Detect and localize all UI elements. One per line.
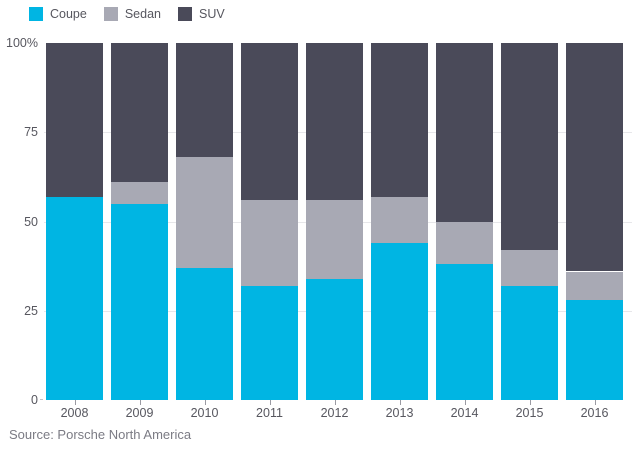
x-axis-tick <box>464 400 466 405</box>
x-axis-tick <box>594 400 596 405</box>
bar-column-2014: 2014 <box>436 43 493 420</box>
x-axis-label: 2009 <box>125 406 154 420</box>
segment-2008-suv <box>46 43 103 197</box>
x-axis-tick <box>74 400 76 405</box>
bar-column-2008: 2008 <box>46 43 103 420</box>
legend: Coupe Sedan SUV <box>29 7 225 21</box>
x-axis-label: 2014 <box>450 406 479 420</box>
x-axis-label: 2010 <box>190 406 219 420</box>
bar-column-2016: 2016 <box>566 43 623 420</box>
segment-2010-sedan <box>176 157 233 268</box>
segment-2013-coupe <box>371 242 428 400</box>
bar-column-2010: 2010 <box>176 43 233 420</box>
baseline-tick <box>40 399 43 400</box>
y-axis-label: 75 <box>24 125 38 140</box>
segment-2011-suv <box>241 43 298 201</box>
legend-swatch-suv <box>178 7 192 21</box>
segment-2014-coupe <box>436 264 493 400</box>
legend-item-coupe: Coupe <box>29 7 87 21</box>
segment-2009-coupe <box>111 203 168 400</box>
x-axis-label: 2008 <box>60 406 89 420</box>
segment-2012-suv <box>306 43 363 201</box>
y-axis-label: 25 <box>24 303 38 318</box>
plot-area: 2008 2009 2010 2011 2012 2013 2014 2015 2016 <box>40 43 632 420</box>
x-axis-label: 2016 <box>580 406 609 420</box>
legend-label: Sedan <box>124 7 161 21</box>
x-axis-tick <box>269 400 271 405</box>
x-axis-label: 2013 <box>385 406 414 420</box>
segment-2012-coupe <box>306 278 363 400</box>
segment-2015-coupe <box>501 285 558 400</box>
segment-2014-sedan <box>436 221 493 265</box>
x-axis-tick <box>139 400 141 405</box>
legend-item-suv: SUV <box>178 7 225 21</box>
segment-2011-sedan <box>241 200 298 286</box>
legend-swatch-coupe <box>29 7 43 21</box>
segment-2009-sedan <box>111 182 168 204</box>
segment-2013-suv <box>371 43 428 197</box>
y-axis-label: 0 <box>31 393 38 407</box>
bar-column-2015: 2015 <box>501 43 558 420</box>
segment-2010-coupe <box>176 267 233 400</box>
x-axis-label: 2015 <box>515 406 544 420</box>
segment-2013-sedan <box>371 196 428 243</box>
segment-2016-coupe <box>566 300 623 400</box>
source-attribution: Source: Porsche North America <box>9 427 192 442</box>
bar-column-2011: 2011 <box>241 43 298 420</box>
x-axis-tick <box>334 400 336 405</box>
segment-2009-suv <box>111 43 168 183</box>
x-axis-label: 2011 <box>256 406 283 420</box>
x-axis-tick <box>529 400 531 405</box>
bar-column-2013: 2013 <box>371 43 428 420</box>
segment-2011-coupe <box>241 285 298 400</box>
segment-2016-suv <box>566 43 623 272</box>
x-axis-tick <box>399 400 401 405</box>
bar-column-2012: 2012 <box>306 43 363 420</box>
legend-label: Coupe <box>50 7 87 21</box>
y-axis-label: 100% <box>6 36 38 50</box>
segment-2016-sedan <box>566 271 623 301</box>
x-axis-label: 2012 <box>320 406 349 420</box>
segment-2014-suv <box>436 43 493 222</box>
segment-2012-sedan <box>306 200 363 279</box>
x-axis-tick <box>204 400 206 405</box>
segment-2010-suv <box>176 43 233 158</box>
legend-item-sedan: Sedan <box>103 7 161 21</box>
bar-column-2009: 2009 <box>111 43 168 420</box>
legend-label: SUV <box>199 7 225 21</box>
segment-2015-sedan <box>501 250 558 286</box>
y-axis-label: 50 <box>24 214 38 229</box>
segment-2008-coupe <box>46 196 103 400</box>
segment-2015-suv <box>501 43 558 251</box>
legend-swatch-sedan <box>103 7 118 21</box>
